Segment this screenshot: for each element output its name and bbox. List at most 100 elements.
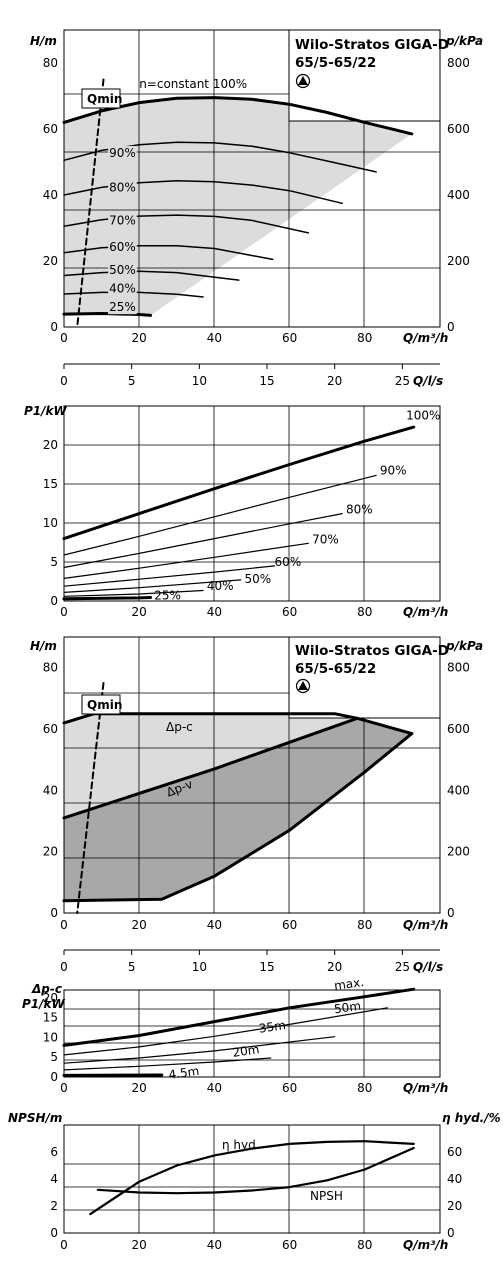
- series-60: [63, 245, 274, 261]
- p1-ytick-5: 5: [50, 555, 58, 569]
- npsh-y2-ytick-60: 60: [447, 1145, 462, 1159]
- label-25: 25%: [109, 300, 136, 314]
- label-50: 50%: [109, 263, 136, 277]
- dp-xtick-60: 60: [282, 918, 297, 932]
- npsh-frame: [63, 1124, 441, 1234]
- ls1-tick-5: 5: [128, 374, 136, 388]
- p1dpc-grid: [64, 990, 440, 1077]
- label-max: max.: [333, 975, 365, 993]
- dpc-label: Δp-c: [166, 720, 193, 734]
- label-60: 60%: [275, 555, 302, 569]
- p1-chart: 100% 90% 80% 70% 60% 50% 40% 25% P1/kW Q/m³/h 0…: [24, 404, 448, 619]
- npsh-y2label: η hyd./%: [442, 1111, 501, 1125]
- npsh-y2-ytick-20: 20: [447, 1199, 462, 1213]
- npsh-ytick-6: 6: [50, 1145, 58, 1159]
- hq-qmin-label: Qmin: [87, 92, 122, 106]
- npsh-xlabel: Q/m³/h: [403, 1238, 448, 1252]
- triangle-up-icon: [295, 678, 311, 694]
- dp-y2-ytick-600: 600: [447, 722, 470, 736]
- series-min: [62, 732, 414, 903]
- p1-ytick-10: 10: [43, 516, 58, 530]
- p1dpc-ylabel: P1/kW: [22, 997, 66, 1011]
- p1-xtick-0: 0: [60, 605, 68, 619]
- hq-subtitle: 65/5-65/22: [295, 55, 376, 71]
- ls-scale-1: 0 5 10 15 20 25 Q/l/s: [60, 363, 443, 388]
- label-bg-90: [108, 146, 137, 161]
- npsh-chart: η hyd. NPSH NPSH/m η hyd./% Q/m³/h 0 20 40…: [8, 1111, 501, 1252]
- dpv-area: [64, 718, 412, 901]
- label-40: 40%: [207, 579, 234, 593]
- dp-y2-ytick-0: 0: [447, 906, 455, 920]
- ls2-tick-10: 10: [192, 960, 207, 974]
- p1-xlabel: Q/m³/h: [403, 605, 448, 619]
- series-20m: [63, 1057, 272, 1071]
- hq-xtick-80: 80: [357, 331, 372, 345]
- series-50: [63, 579, 242, 594]
- p1dpc-ytick-0: 0: [50, 1070, 58, 1084]
- label-bg-80: [108, 180, 137, 195]
- hq-y2-ytick-0: 0: [447, 320, 455, 334]
- hq-y2-ytick-600: 600: [447, 122, 470, 136]
- ls1-tick-20: 20: [327, 374, 342, 388]
- npsh-y2-ytick-40: 40: [447, 1172, 462, 1186]
- label-80: 80%: [109, 181, 136, 195]
- npsh-ytick-0: 0: [50, 1226, 58, 1240]
- hq-chart: Wilo-Stratos GIGA-D 65/5-65/22 Qmin n=co…: [30, 29, 483, 345]
- p1dpc-xtick-20: 20: [132, 1081, 147, 1095]
- label-25: 25%: [154, 588, 181, 602]
- label-n-constant-100: n=constant 100%: [139, 77, 247, 91]
- npsh-ylabel: NPSH/m: [8, 1111, 62, 1125]
- series-50m: [63, 1007, 388, 1056]
- series-40: [63, 589, 204, 597]
- ls2-tick-5: 5: [128, 960, 136, 974]
- npsh-y2-ytick-0: 0: [447, 1226, 455, 1240]
- p1dpc-curve-labels: max. 50m 35m 20m 4.5m: [168, 975, 365, 1082]
- dp-title-box: [288, 636, 441, 719]
- dp-ytick-60: 60: [43, 722, 58, 736]
- series-p-c: [62, 712, 414, 736]
- ls1-tick-0: 0: [60, 374, 68, 388]
- hq-ytick-0: 0: [50, 320, 58, 334]
- label-60: 60%: [109, 240, 136, 254]
- ls-scale-1-label: Q/l/s: [413, 374, 443, 388]
- dp-ytick-40: 40: [43, 783, 58, 797]
- hq-ytick-60: 60: [43, 122, 58, 136]
- dp-title: Wilo-Stratos GIGA-D: [295, 643, 449, 659]
- p1-grid: [64, 406, 440, 601]
- dp-y2-ytick-200: 200: [447, 845, 470, 859]
- dp-xtick-40: 40: [207, 918, 222, 932]
- label-20m: 20m: [232, 1042, 261, 1060]
- series-npsh: [96, 1146, 415, 1195]
- label-35m: 35m: [258, 1018, 287, 1036]
- label-bg-70: [108, 213, 137, 228]
- ls1-tick-25: 25: [395, 374, 410, 388]
- p1-ylabel: P1/kW: [24, 404, 68, 418]
- dp-xtick-0: 0: [60, 918, 68, 932]
- ls2-tick-20: 20: [327, 960, 342, 974]
- p1dpc-xtick-60: 60: [282, 1081, 297, 1095]
- triangle-up-icon: [295, 73, 311, 89]
- label-bg-50: [108, 263, 137, 278]
- ls1-tick-15: 15: [259, 374, 274, 388]
- ls2-tick-0: 0: [60, 960, 68, 974]
- hq-y2label: p/kPa: [445, 34, 483, 48]
- label-bg-40: [108, 281, 137, 296]
- hq-title: Wilo-Stratos GIGA-D: [295, 37, 449, 53]
- series-70: [63, 542, 309, 580]
- ls2-tick-15: 15: [259, 960, 274, 974]
- ls-scale-1-ticks: 0 5 10 15 20 25: [60, 364, 410, 388]
- hq-xlabel: Q/m³/h: [403, 331, 448, 345]
- p1-ytick-20: 20: [43, 438, 58, 452]
- hq-xtick-20: 20: [132, 331, 147, 345]
- series-max: [62, 987, 416, 1047]
- npsh-xtick-20: 20: [132, 1238, 147, 1252]
- p1dpc-ytick-5: 5: [50, 1050, 58, 1064]
- npsh-xtick-80: 80: [357, 1238, 372, 1252]
- series-100: [62, 425, 416, 541]
- dp-qmin-box: [81, 694, 121, 715]
- dp-y2label: p/kPa: [445, 639, 483, 653]
- p1-xtick-60: 60: [282, 605, 297, 619]
